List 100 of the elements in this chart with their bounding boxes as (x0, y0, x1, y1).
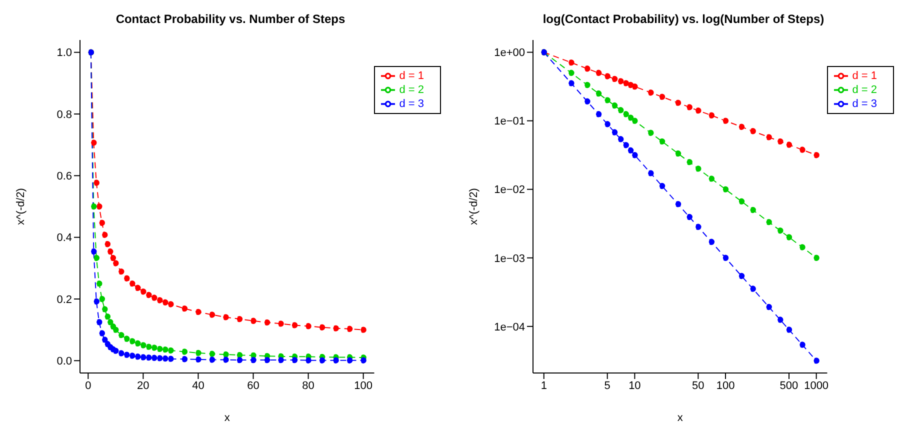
point (156, 297, 163, 304)
point (162, 355, 168, 362)
point (102, 306, 108, 312)
point (168, 301, 174, 308)
legend-label: d = 3 (852, 98, 877, 110)
point (291, 322, 298, 328)
point (305, 357, 312, 364)
x-tick-label: 100 (354, 380, 372, 392)
point (98, 330, 106, 336)
point (90, 140, 97, 146)
point (124, 275, 130, 282)
y-tick-label: 0.8 (56, 108, 72, 121)
point (146, 292, 152, 298)
point (118, 268, 124, 275)
legend-label: d = 2 (399, 84, 424, 96)
point (129, 338, 136, 344)
point (146, 344, 152, 350)
y-tick-label: 0.4 (56, 232, 72, 244)
y-tick-label: 1e−01 (494, 116, 525, 128)
point (181, 348, 188, 355)
point (236, 356, 243, 364)
point (236, 316, 243, 322)
point (250, 318, 256, 324)
legend-label: d = 3 (399, 98, 424, 110)
point (93, 254, 100, 262)
point (181, 356, 188, 362)
point (208, 350, 216, 357)
point (98, 220, 106, 226)
point (278, 356, 284, 364)
chart-title: Contact Probability vs. Number of Steps (114, 11, 346, 28)
x-tick-label: 5 (604, 380, 610, 392)
point (140, 354, 146, 360)
x-axis-title: x (677, 412, 684, 424)
point (222, 314, 229, 320)
point (168, 347, 174, 354)
y-axis-title: x^(-d/2) (468, 188, 480, 225)
x-tick-label: 500 (780, 380, 798, 392)
point (156, 355, 163, 362)
point (146, 354, 152, 361)
point (346, 357, 353, 364)
point (129, 352, 136, 359)
y-tick-label: 1e−02 (494, 184, 525, 196)
point (156, 346, 163, 352)
point (250, 356, 256, 364)
point (318, 324, 326, 330)
x-axis-title: x (224, 412, 230, 424)
y-tick-label: 1e−03 (494, 252, 525, 265)
x-tick-label: 40 (192, 380, 204, 392)
y-tick-label: 1.0 (56, 47, 72, 60)
point (162, 299, 168, 306)
point (118, 350, 124, 356)
y-tick-label: 0.2 (56, 294, 72, 306)
point (124, 352, 130, 358)
point (195, 308, 202, 316)
x-tick-label: 80 (302, 380, 314, 392)
point (93, 298, 100, 305)
y-axis-title: x^(-d/2) (14, 188, 27, 225)
point (151, 344, 158, 351)
y-tick-label: 1e−04 (494, 321, 525, 334)
point (134, 354, 141, 360)
point (96, 280, 102, 287)
point (195, 356, 202, 363)
point (264, 319, 270, 326)
point (208, 356, 216, 363)
point (151, 354, 158, 361)
point (305, 323, 312, 330)
point (140, 342, 146, 348)
point (151, 294, 158, 301)
y-tick-label: 0.6 (56, 170, 72, 183)
point (104, 313, 111, 320)
point (90, 248, 97, 255)
x-tick-label: 100 (716, 380, 735, 392)
point (107, 319, 114, 326)
point (346, 326, 353, 332)
point (118, 332, 124, 338)
point (134, 340, 141, 346)
point (278, 320, 284, 327)
point (332, 357, 339, 364)
x-tick-label: 10 (628, 380, 641, 392)
point (168, 356, 174, 362)
legend-label: d = 1 (852, 70, 877, 82)
point (360, 357, 366, 364)
point (90, 203, 97, 210)
point (102, 232, 108, 238)
point (124, 336, 130, 342)
point (181, 305, 188, 312)
y-tick-label: 0.0 (56, 356, 72, 368)
point (98, 296, 106, 302)
point (195, 350, 202, 356)
point (93, 180, 100, 186)
x-tick-label: 60 (247, 380, 260, 392)
point (250, 352, 256, 359)
point (129, 280, 136, 287)
point (107, 248, 114, 255)
point (236, 352, 243, 358)
x-tick-label: 20 (137, 380, 150, 392)
point (332, 325, 339, 332)
point (162, 346, 168, 353)
y-tick-label: 1e+00 (494, 47, 525, 60)
point (112, 326, 119, 333)
